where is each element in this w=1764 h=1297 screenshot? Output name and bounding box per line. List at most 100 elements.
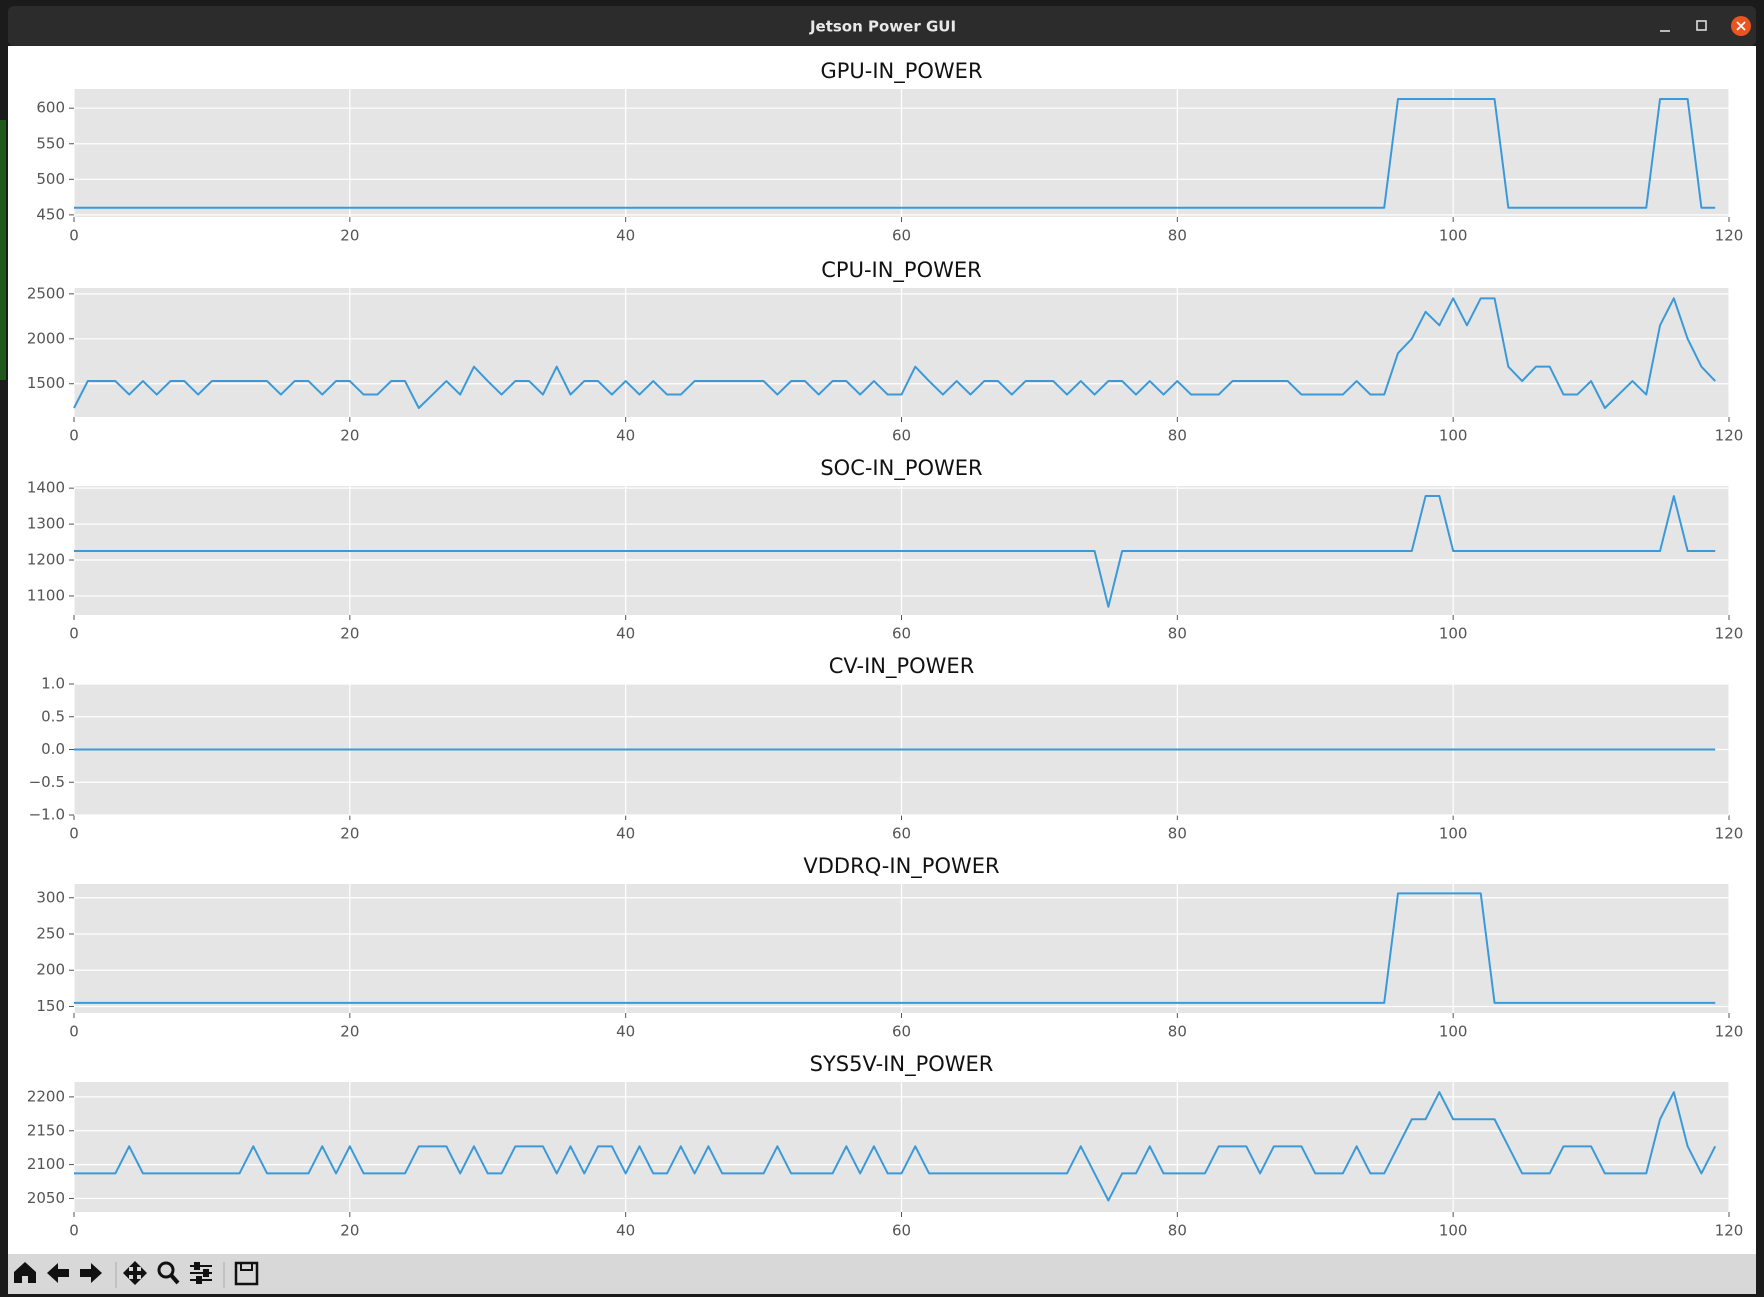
- data-line: [74, 97, 1716, 209]
- window-border: [0, 1294, 1764, 1297]
- back-button[interactable]: [47, 1263, 69, 1283]
- x-tick-label: 40: [616, 427, 635, 445]
- slider-knob: [196, 1276, 202, 1284]
- x-tick-label: 120: [1715, 1023, 1744, 1041]
- x-tick-label: 120: [1715, 227, 1744, 245]
- window-controls: [1660, 16, 1751, 36]
- x-tick-label: 40: [616, 825, 635, 843]
- x-tick-label: 120: [1715, 1222, 1744, 1240]
- x-tick-label: 0: [69, 427, 79, 445]
- x-tick-label: 80: [1168, 427, 1187, 445]
- x-tick-label: 120: [1715, 625, 1744, 643]
- save-icon-label: [240, 1262, 253, 1271]
- x-tick-label: 20: [340, 427, 359, 445]
- x-tick-label: 100: [1439, 1222, 1468, 1240]
- data-line: [74, 1091, 1717, 1202]
- x-tick-label: 100: [1439, 427, 1468, 445]
- window-title: Jetson Power GUI: [809, 18, 956, 36]
- y-tick-label: 550: [36, 134, 65, 152]
- x-tick-label: 100: [1439, 625, 1468, 643]
- y-tick-label: 450: [36, 205, 65, 223]
- chart-title: CV-IN_POWER: [829, 654, 975, 679]
- y-tick-label: 500: [36, 170, 65, 188]
- subplot: GPU-IN_POWER 0 20 40 60 80 100 120 450 500 550 600: [36, 59, 1743, 245]
- x-tick-label: 0: [69, 1222, 79, 1240]
- configure-button[interactable]: [190, 1262, 212, 1284]
- x-tick-label: 60: [892, 1023, 911, 1041]
- y-tick-label: −1.0: [29, 806, 65, 824]
- data-line: [74, 892, 1716, 1004]
- zoom-handle: [169, 1273, 180, 1285]
- close-icon: [1736, 21, 1746, 31]
- zoom-lens: [157, 1261, 175, 1279]
- home-button[interactable]: [14, 1262, 36, 1283]
- y-tick-label: −0.5: [29, 773, 65, 791]
- x-tick-label: 20: [340, 1023, 359, 1041]
- x-tick-label: 0: [69, 625, 79, 643]
- x-tick-label: 20: [340, 227, 359, 245]
- desktop-wallpaper-edge: [0, 120, 6, 380]
- x-tick-label: 0: [69, 825, 79, 843]
- x-tick-label: 0: [69, 227, 79, 245]
- x-tick-label: 120: [1715, 825, 1744, 843]
- slider-knob: [194, 1262, 200, 1270]
- data-line: [74, 495, 1716, 608]
- y-tick-label: 1300: [27, 515, 65, 533]
- y-tick-label: 1100: [27, 586, 65, 604]
- subplot: SOC-IN_POWER 0 20 40 60 80 100 120 1100 1200 1300 1…: [27, 456, 1744, 643]
- y-tick-label: 2150: [27, 1121, 65, 1139]
- y-tick-label: 200: [36, 961, 65, 979]
- y-tick-label: 2100: [27, 1155, 65, 1173]
- x-tick-label: 40: [616, 625, 635, 643]
- slider-knob: [203, 1269, 209, 1277]
- y-tick-label: 2000: [27, 329, 65, 347]
- y-tick-label: 1400: [27, 479, 65, 497]
- pan-button[interactable]: [123, 1261, 147, 1285]
- x-tick-label: 100: [1439, 825, 1468, 843]
- x-tick-label: 0: [69, 1023, 79, 1041]
- title-bar: [8, 6, 1756, 46]
- x-tick-label: 60: [892, 427, 911, 445]
- subplot: VDDRQ-IN_POWER 0 20 40 60 80 100 120 150 200 250 30…: [36, 854, 1743, 1041]
- zoom-button[interactable]: [157, 1261, 180, 1285]
- y-tick-label: 250: [36, 925, 65, 943]
- y-tick-label: 1.0: [41, 675, 65, 693]
- x-tick-label: 40: [616, 1222, 635, 1240]
- x-tick-label: 60: [892, 625, 911, 643]
- forward-button[interactable]: [80, 1263, 102, 1283]
- data-line: [73, 297, 1716, 410]
- maximize-button[interactable]: [1696, 20, 1707, 31]
- x-tick-label: 80: [1168, 227, 1187, 245]
- y-tick-label: 2200: [27, 1087, 65, 1105]
- x-tick-label: 80: [1168, 1222, 1187, 1240]
- x-tick-label: 60: [892, 825, 911, 843]
- x-tick-label: 40: [616, 227, 635, 245]
- x-tick-label: 40: [616, 1023, 635, 1041]
- y-tick-label: 300: [36, 888, 65, 906]
- x-tick-label: 100: [1439, 1023, 1468, 1041]
- save-button[interactable]: [234, 1261, 259, 1286]
- y-tick-label: 2500: [27, 284, 65, 302]
- x-tick-label: 120: [1715, 427, 1744, 445]
- y-tick-label: 600: [36, 99, 65, 117]
- x-tick-label: 20: [340, 625, 359, 643]
- chart-title: GPU-IN_POWER: [820, 59, 982, 84]
- y-tick-label: 2050: [27, 1189, 65, 1207]
- y-tick-label: 0.0: [41, 740, 65, 758]
- x-tick-label: 60: [892, 1222, 911, 1240]
- subplot: CV-IN_POWER 0 20 40 60 80 100 120 −1.0 −0.5 0.0 0.5…: [29, 654, 1744, 843]
- subplot: CPU-IN_POWER 0 20 40 60 80 100 120 1500 2000 2500: [27, 258, 1744, 445]
- x-tick-label: 20: [340, 1222, 359, 1240]
- x-tick-label: 80: [1168, 625, 1187, 643]
- toolbar-buttons: [14, 1261, 259, 1288]
- x-tick-label: 100: [1439, 227, 1468, 245]
- chart-title: CPU-IN_POWER: [821, 258, 982, 283]
- y-tick-label: 150: [36, 997, 65, 1015]
- x-tick-label: 80: [1168, 825, 1187, 843]
- y-tick-label: 1500: [27, 374, 65, 392]
- x-tick-label: 80: [1168, 1023, 1187, 1041]
- x-tick-label: 60: [892, 227, 911, 245]
- chart-title: SOC-IN_POWER: [820, 456, 982, 481]
